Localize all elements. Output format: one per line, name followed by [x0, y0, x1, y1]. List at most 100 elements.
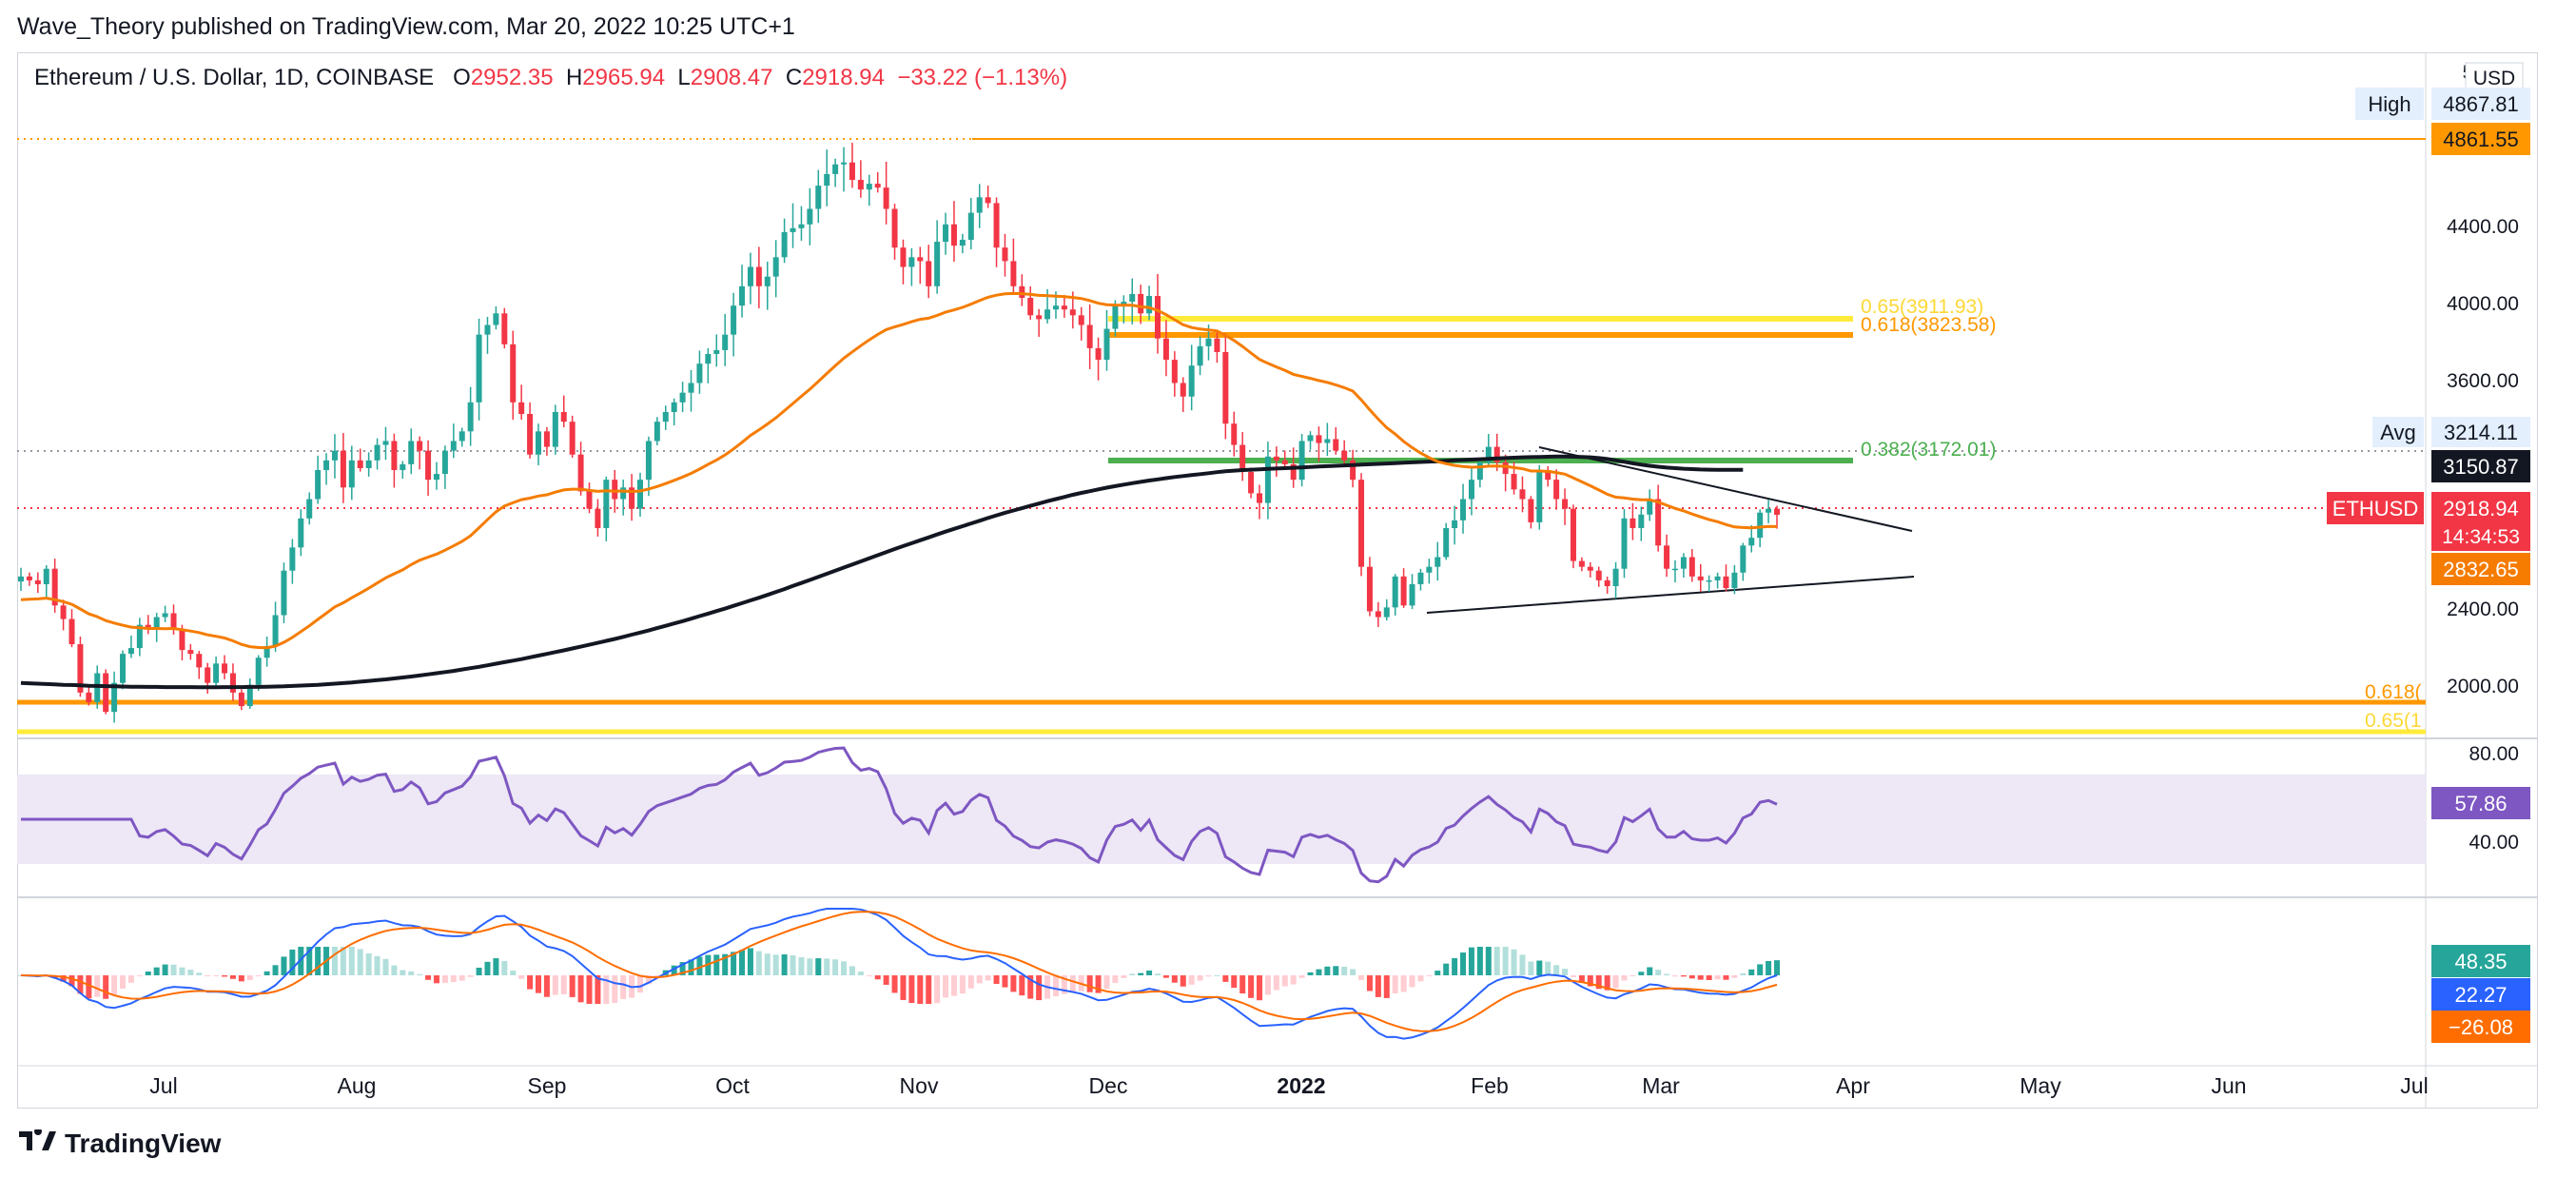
macd-histogram-bar	[1298, 975, 1305, 978]
macd-line	[20, 908, 1778, 1040]
macd-histogram-bar	[857, 972, 864, 975]
fib-065-lower-label: 0.65(1	[2365, 710, 2422, 732]
candle-body	[1400, 576, 1407, 606]
candle-body	[391, 441, 398, 471]
candle-body	[315, 470, 322, 500]
candle-body	[1740, 545, 1747, 573]
candle-body	[1621, 518, 1628, 569]
macd-histogram-bar	[1290, 975, 1297, 985]
candle-body	[764, 276, 771, 286]
candle-body	[679, 392, 686, 402]
candle-body	[857, 180, 864, 190]
macd-histogram-bar	[1146, 970, 1153, 975]
macd-histogram-bar	[1680, 975, 1687, 977]
candle-body	[772, 257, 779, 277]
macd-histogram-bar	[1358, 975, 1365, 980]
candle-body	[348, 460, 355, 488]
sma200-badge	[2431, 450, 2530, 482]
candle-body	[891, 208, 898, 248]
candle-body	[459, 431, 465, 442]
macd-histogram-bar	[153, 967, 160, 975]
candle-body	[849, 162, 855, 181]
triangle-upper-trendline	[1538, 446, 1913, 532]
candle-body	[535, 431, 541, 455]
candle-body	[1452, 520, 1458, 529]
change-value: −33.22 (−1.13%)	[897, 65, 1068, 90]
macd-histogram-bar	[1511, 949, 1517, 975]
candle-body	[1392, 576, 1398, 608]
macd-histogram-bar	[976, 975, 983, 984]
macd-histogram-bar	[883, 975, 889, 985]
candle-body	[1121, 302, 1127, 306]
macd-histogram-bar	[1138, 972, 1144, 975]
price-tick-4000: 4000.00	[2447, 293, 2519, 315]
macd-histogram-bar	[357, 949, 363, 975]
ema-badge	[2431, 553, 2530, 585]
candle-body	[1460, 499, 1467, 520]
candle-body	[595, 508, 601, 529]
time-axis[interactable]: Jul Aug Sep Oct Nov Dec 2022 Feb Mar Apr…	[149, 1073, 2428, 1098]
macd-histogram-bar	[1587, 975, 1593, 987]
macd-histogram-bar	[552, 975, 558, 995]
macd-histogram-bar	[298, 947, 304, 975]
macd-histogram-bar	[1333, 966, 1339, 975]
currency-badge[interactable]	[2465, 62, 2524, 92]
candle-body	[1248, 472, 1255, 494]
macd-histogram-bar	[459, 975, 465, 981]
time-label-nov: Nov	[900, 1073, 939, 1098]
candle-body	[179, 628, 185, 651]
candle-body	[374, 444, 381, 461]
macd-histogram-bar	[1468, 947, 1474, 975]
macd-histogram-bar	[1222, 975, 1229, 982]
candle-body	[1528, 499, 1534, 522]
candle-body	[306, 499, 313, 519]
macd-histogram-bar	[569, 975, 576, 997]
candle-body	[18, 576, 24, 582]
candle-body	[1239, 444, 1246, 473]
candle-body	[815, 186, 822, 209]
macd-histogram-bar	[1316, 969, 1322, 975]
macd-histogram-bar	[577, 975, 584, 1003]
macd-histogram-bar	[1392, 975, 1398, 993]
macd-histogram-bar	[1341, 966, 1348, 975]
candle-body	[1706, 579, 1712, 582]
candle-body	[1630, 518, 1636, 529]
candle-body	[1671, 568, 1678, 571]
triangle-lower-trendline	[1426, 576, 1915, 614]
time-label-jul-end: Jul	[2400, 1073, 2428, 1098]
high-label-badge	[2355, 88, 2424, 120]
macd-histogram-bar	[586, 975, 593, 1004]
time-label-may: May	[2020, 1073, 2061, 1098]
candle-body	[1197, 345, 1203, 366]
time-label-dec: Dec	[1089, 1073, 1128, 1098]
macd-histogram-bar	[127, 975, 134, 983]
symbol-name[interactable]: Ethereum / U.S. Dollar, 1D, COINBASE	[34, 65, 435, 90]
candle-body	[238, 692, 244, 707]
footer-brand[interactable]: TradingView	[19, 1128, 221, 1159]
candle-body	[1044, 309, 1051, 320]
candle-body	[543, 431, 550, 447]
candle-body	[196, 654, 203, 668]
macd-histogram-bar	[374, 955, 381, 975]
candle-body	[1188, 365, 1195, 397]
macd-histogram-bar	[1671, 975, 1678, 977]
candle-body	[1578, 560, 1585, 567]
candle-body	[688, 383, 694, 393]
macd-histogram-bar	[1162, 975, 1169, 978]
macd-histogram-bar	[1638, 972, 1645, 975]
candle-body	[1138, 293, 1144, 314]
macd-histogram-bar	[866, 975, 872, 976]
candle-body	[1545, 470, 1551, 481]
macd-histogram-bar	[1061, 975, 1067, 994]
price-tick-2000: 2000.00	[2447, 676, 2519, 697]
rsi-line	[21, 746, 1778, 884]
candle-body	[1383, 607, 1390, 618]
macd-histogram-bar	[985, 975, 991, 981]
macd-histogram-bar	[1103, 975, 1110, 990]
macd-histogram-bar	[501, 960, 508, 975]
candle-body	[908, 257, 915, 267]
macd-histogram-bar	[1578, 975, 1585, 983]
macd-histogram-bar	[1570, 975, 1576, 977]
